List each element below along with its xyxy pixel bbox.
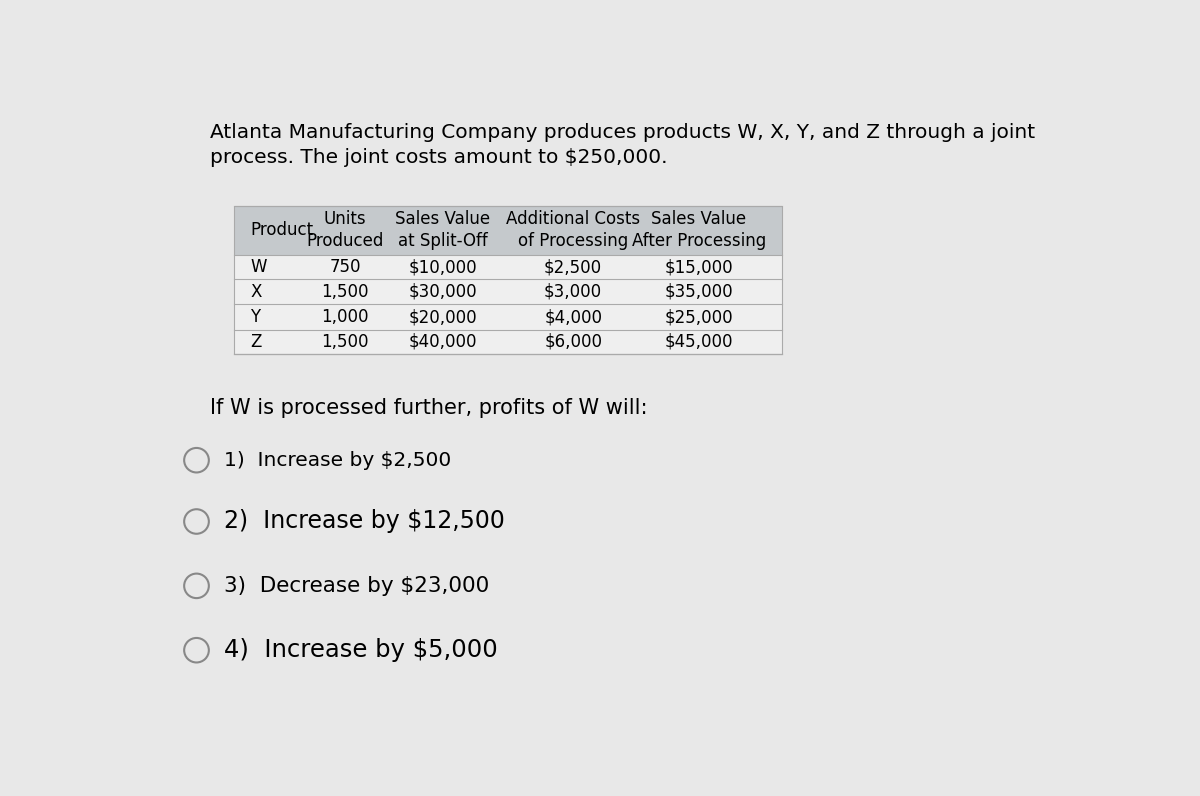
Text: 1)  Increase by $2,500: 1) Increase by $2,500: [224, 451, 451, 470]
Text: Additional Costs
of Processing: Additional Costs of Processing: [506, 210, 641, 251]
Text: $6,000: $6,000: [544, 333, 602, 351]
FancyBboxPatch shape: [234, 305, 782, 330]
Text: $20,000: $20,000: [409, 308, 478, 326]
Text: Y: Y: [251, 308, 260, 326]
FancyBboxPatch shape: [234, 279, 782, 304]
Text: Sales Value
at Split-Off: Sales Value at Split-Off: [395, 210, 491, 251]
Text: 1,000: 1,000: [322, 308, 370, 326]
Text: If W is processed further, profits of W will:: If W is processed further, profits of W …: [210, 398, 648, 418]
Text: X: X: [251, 283, 262, 301]
Text: $45,000: $45,000: [665, 333, 733, 351]
Text: 3)  Decrease by $23,000: 3) Decrease by $23,000: [224, 576, 490, 596]
Text: W: W: [251, 258, 266, 276]
Text: $3,000: $3,000: [544, 283, 602, 301]
Text: Z: Z: [251, 333, 262, 351]
Text: $40,000: $40,000: [409, 333, 478, 351]
Text: Atlanta Manufacturing Company produces products W, X, Y, and Z through a joint
p: Atlanta Manufacturing Company produces p…: [210, 123, 1036, 167]
Text: $15,000: $15,000: [665, 258, 733, 276]
Text: 4)  Increase by $5,000: 4) Increase by $5,000: [224, 638, 498, 662]
Text: 2)  Increase by $12,500: 2) Increase by $12,500: [224, 509, 505, 533]
Text: $10,000: $10,000: [409, 258, 478, 276]
FancyBboxPatch shape: [234, 255, 782, 279]
FancyBboxPatch shape: [234, 330, 782, 354]
Text: 1,500: 1,500: [322, 333, 370, 351]
Text: Sales Value
After Processing: Sales Value After Processing: [631, 210, 766, 251]
Text: 1,500: 1,500: [322, 283, 370, 301]
Text: Units
Produced: Units Produced: [307, 210, 384, 251]
Text: $25,000: $25,000: [665, 308, 733, 326]
Text: $30,000: $30,000: [409, 283, 478, 301]
Text: Product: Product: [251, 221, 313, 240]
Text: $35,000: $35,000: [665, 283, 733, 301]
Text: $2,500: $2,500: [544, 258, 602, 276]
Text: 750: 750: [330, 258, 361, 276]
Text: $4,000: $4,000: [544, 308, 602, 326]
FancyBboxPatch shape: [234, 206, 782, 255]
